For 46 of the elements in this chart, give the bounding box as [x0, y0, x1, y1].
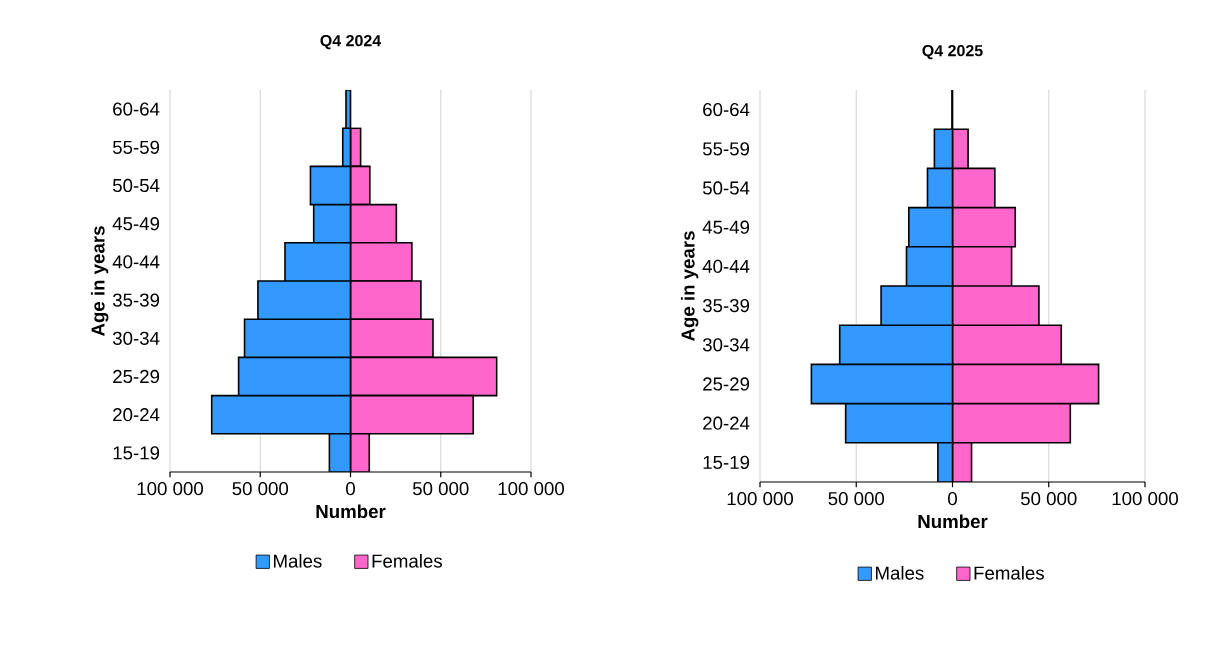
- y-tick-label: 40-44: [702, 259, 750, 273]
- x-tick-label: 0: [346, 482, 355, 496]
- y-tick-label: 15-19: [113, 446, 160, 460]
- legend-label: Males: [274, 553, 322, 568]
- y-tick-label: 55-59: [112, 140, 160, 154]
- y-tick-label: 30-34: [112, 331, 160, 345]
- bar: [951, 285, 1040, 326]
- y-tick-label: 30-34: [702, 338, 750, 352]
- y-tick-label: 45-49: [702, 220, 750, 234]
- y-tick-label: 50-54: [702, 181, 750, 195]
- y-tick-label: 60-64: [113, 102, 160, 116]
- chart-title: Q4 2025: [922, 44, 983, 60]
- y-tick-label: 50-54: [112, 178, 160, 193]
- x-axis-title: Number: [918, 514, 988, 529]
- legend-label: Females: [974, 565, 1044, 580]
- y-tick-label: 20-24: [113, 408, 160, 422]
- x-tick-label: 0: [948, 492, 957, 506]
- legend-label: Males: [876, 565, 924, 580]
- x-tick-label: 50 000: [412, 482, 469, 496]
- y-tick-label: 35-39: [702, 298, 750, 313]
- x-tick-label: 50 000: [828, 492, 885, 506]
- x-axis-title: Number: [316, 504, 386, 519]
- chart-title: Q4 2024: [320, 34, 382, 50]
- x-tick-label: 50 000: [232, 482, 289, 496]
- x-tick-label: 50 000: [1020, 492, 1077, 506]
- y-tick-label: 55-59: [702, 142, 750, 156]
- x-tick-label: 100 000: [1112, 492, 1178, 506]
- legend-label: Females: [372, 553, 442, 568]
- y-tick-label: 15-19: [703, 455, 750, 470]
- bar: [284, 242, 352, 282]
- y-tick-label: 40-44: [112, 255, 160, 269]
- y-tick-label: 60-64: [703, 102, 750, 117]
- bar: [257, 280, 352, 320]
- bar: [951, 245, 1013, 287]
- y-axis-title: Age in years: [90, 226, 109, 337]
- x-tick-label: 100 000: [727, 492, 793, 506]
- y-tick-label: 45-49: [112, 217, 160, 231]
- bar: [905, 245, 954, 287]
- x-tick-label: 100 000: [498, 482, 564, 496]
- y-tick-label: 20-24: [703, 416, 750, 430]
- x-tick-label: 100 000: [137, 482, 203, 496]
- bar: [880, 285, 954, 326]
- y-tick-label: 25-29: [113, 369, 160, 384]
- y-axis-title: Age in years: [680, 231, 699, 342]
- y-tick-label: 35-39: [112, 293, 160, 307]
- y-tick-label: 25-29: [703, 377, 750, 391]
